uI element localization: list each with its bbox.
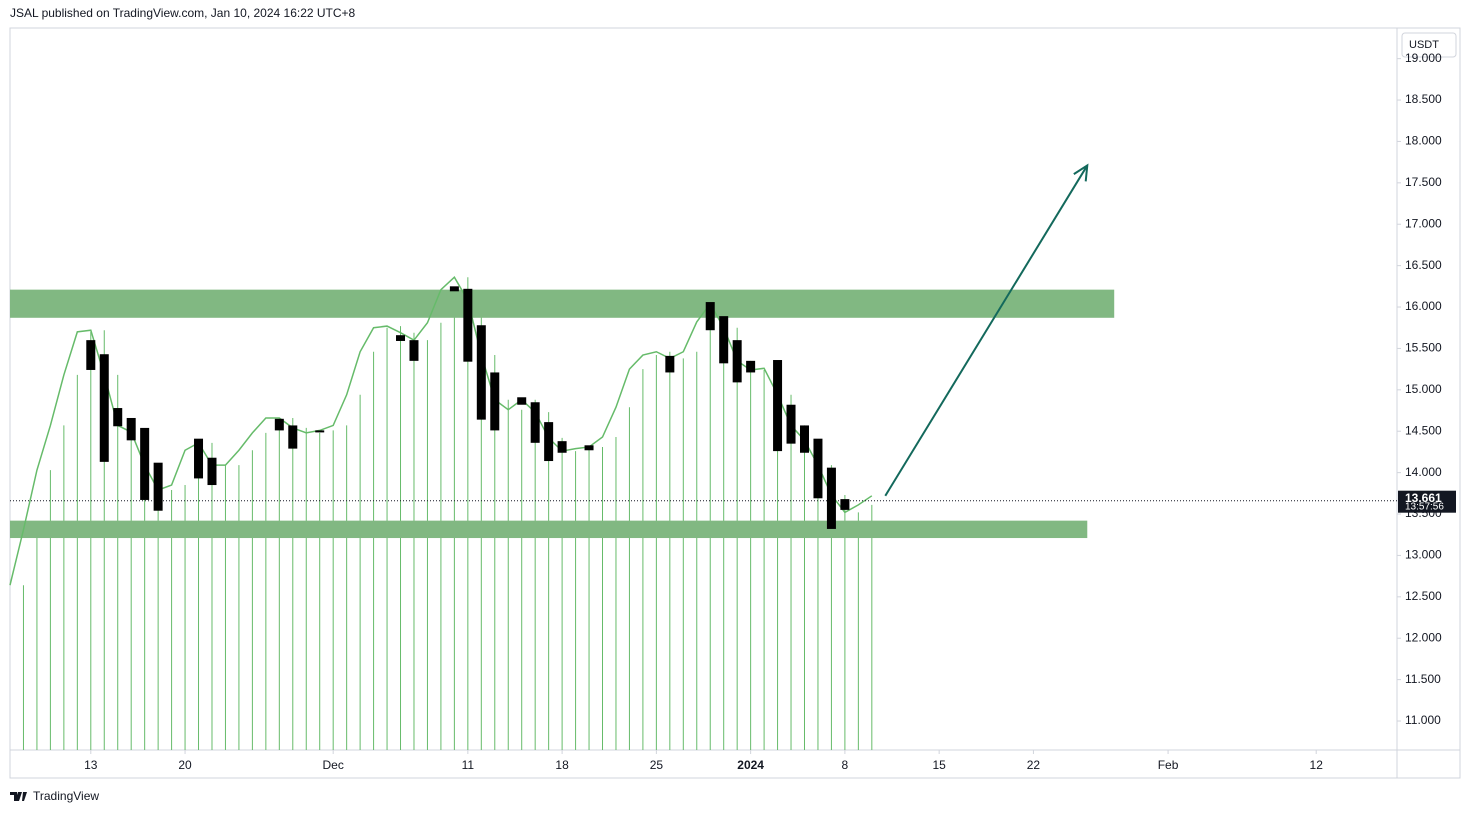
- candle-body: [315, 430, 325, 433]
- candle-body: [113, 408, 123, 427]
- y-tick-label: 13.000: [1405, 548, 1442, 562]
- candle-body: [194, 438, 204, 479]
- candle-body: [665, 355, 675, 373]
- candle-body: [126, 417, 136, 441]
- arrow: [884, 164, 1089, 497]
- candle-body: [476, 325, 486, 420]
- candle-body: [99, 354, 109, 462]
- x-tick-label: 20: [178, 758, 192, 772]
- candle-body: [813, 438, 823, 499]
- y-tick-label: 16.000: [1405, 299, 1442, 313]
- y-tick-label: 14.000: [1405, 465, 1442, 479]
- y-tick-label: 11.500: [1405, 672, 1441, 686]
- y-tick-label: 18.000: [1405, 134, 1442, 148]
- x-tick-label: 22: [1027, 758, 1041, 772]
- y-tick-label: 12.000: [1405, 630, 1442, 644]
- y-tick-label: 11.000: [1405, 713, 1441, 727]
- x-tick-label: 12: [1310, 758, 1324, 772]
- candle-body: [463, 288, 473, 362]
- candle-body: [274, 418, 284, 431]
- header: JSAL published on TradingView.com, Jan 1…: [10, 6, 356, 20]
- x-tick-label: Dec: [323, 758, 344, 772]
- candle-body: [396, 335, 406, 341]
- candle-body: [732, 340, 742, 383]
- x-tick-label: 18: [555, 758, 569, 772]
- zone: [10, 289, 1115, 318]
- x-tick-label: 2024: [737, 758, 764, 772]
- candle-body: [557, 441, 567, 453]
- currency: USDT: [1409, 39, 1439, 51]
- y-tick-label: 12.500: [1405, 589, 1442, 603]
- candle-body: [140, 427, 150, 500]
- y-tick-label: 17.500: [1405, 175, 1442, 189]
- countdown: 13:57:56: [1405, 501, 1444, 512]
- plot-area: [9, 163, 1397, 750]
- last-price-box: [1398, 490, 1456, 513]
- brand-logo: [10, 792, 27, 801]
- zone: [10, 520, 1088, 539]
- candle-body: [786, 404, 796, 444]
- candle-body: [153, 462, 163, 511]
- candle-body: [719, 316, 729, 364]
- candle-body: [86, 340, 96, 370]
- y-tick-label: 17.000: [1405, 216, 1442, 230]
- y-tick-label: 16.500: [1405, 258, 1442, 272]
- x-tick-label: 13: [84, 758, 98, 772]
- x-tick-label: 8: [842, 758, 849, 772]
- candle-body: [584, 445, 594, 451]
- candle-body: [799, 425, 809, 453]
- candle-body: [530, 402, 540, 443]
- y-tick-label: 14.500: [1405, 423, 1442, 437]
- arrow-head: [1073, 163, 1089, 182]
- candle-body: [746, 360, 756, 373]
- x-tick-label: Feb: [1158, 758, 1179, 772]
- x-tick-label: 25: [650, 758, 664, 772]
- last-price-label: 13.661: [1405, 491, 1442, 505]
- y-tick-label: 18.500: [1405, 92, 1442, 106]
- candle-body: [826, 467, 836, 529]
- y-tick-label: 19.000: [1405, 51, 1442, 65]
- candle-body: [288, 425, 298, 449]
- frame: [9, 27, 1461, 779]
- candle-body: [773, 360, 783, 452]
- candle-body: [705, 302, 715, 331]
- candle-body: [544, 422, 554, 462]
- x-tick-label: 15: [932, 758, 946, 772]
- y-tick-label: 15.000: [1405, 382, 1442, 396]
- candle-body: [840, 499, 850, 510]
- candle-body: [490, 372, 500, 431]
- x-tick-label: 11: [462, 758, 475, 772]
- candle-body: [449, 286, 459, 292]
- currency-box: [1401, 32, 1457, 58]
- y-tick-label: 15.500: [1405, 341, 1442, 355]
- candle-body: [517, 397, 527, 405]
- candle-body: [409, 340, 419, 361]
- brand: TradingView: [33, 789, 99, 803]
- candle-body: [207, 457, 217, 486]
